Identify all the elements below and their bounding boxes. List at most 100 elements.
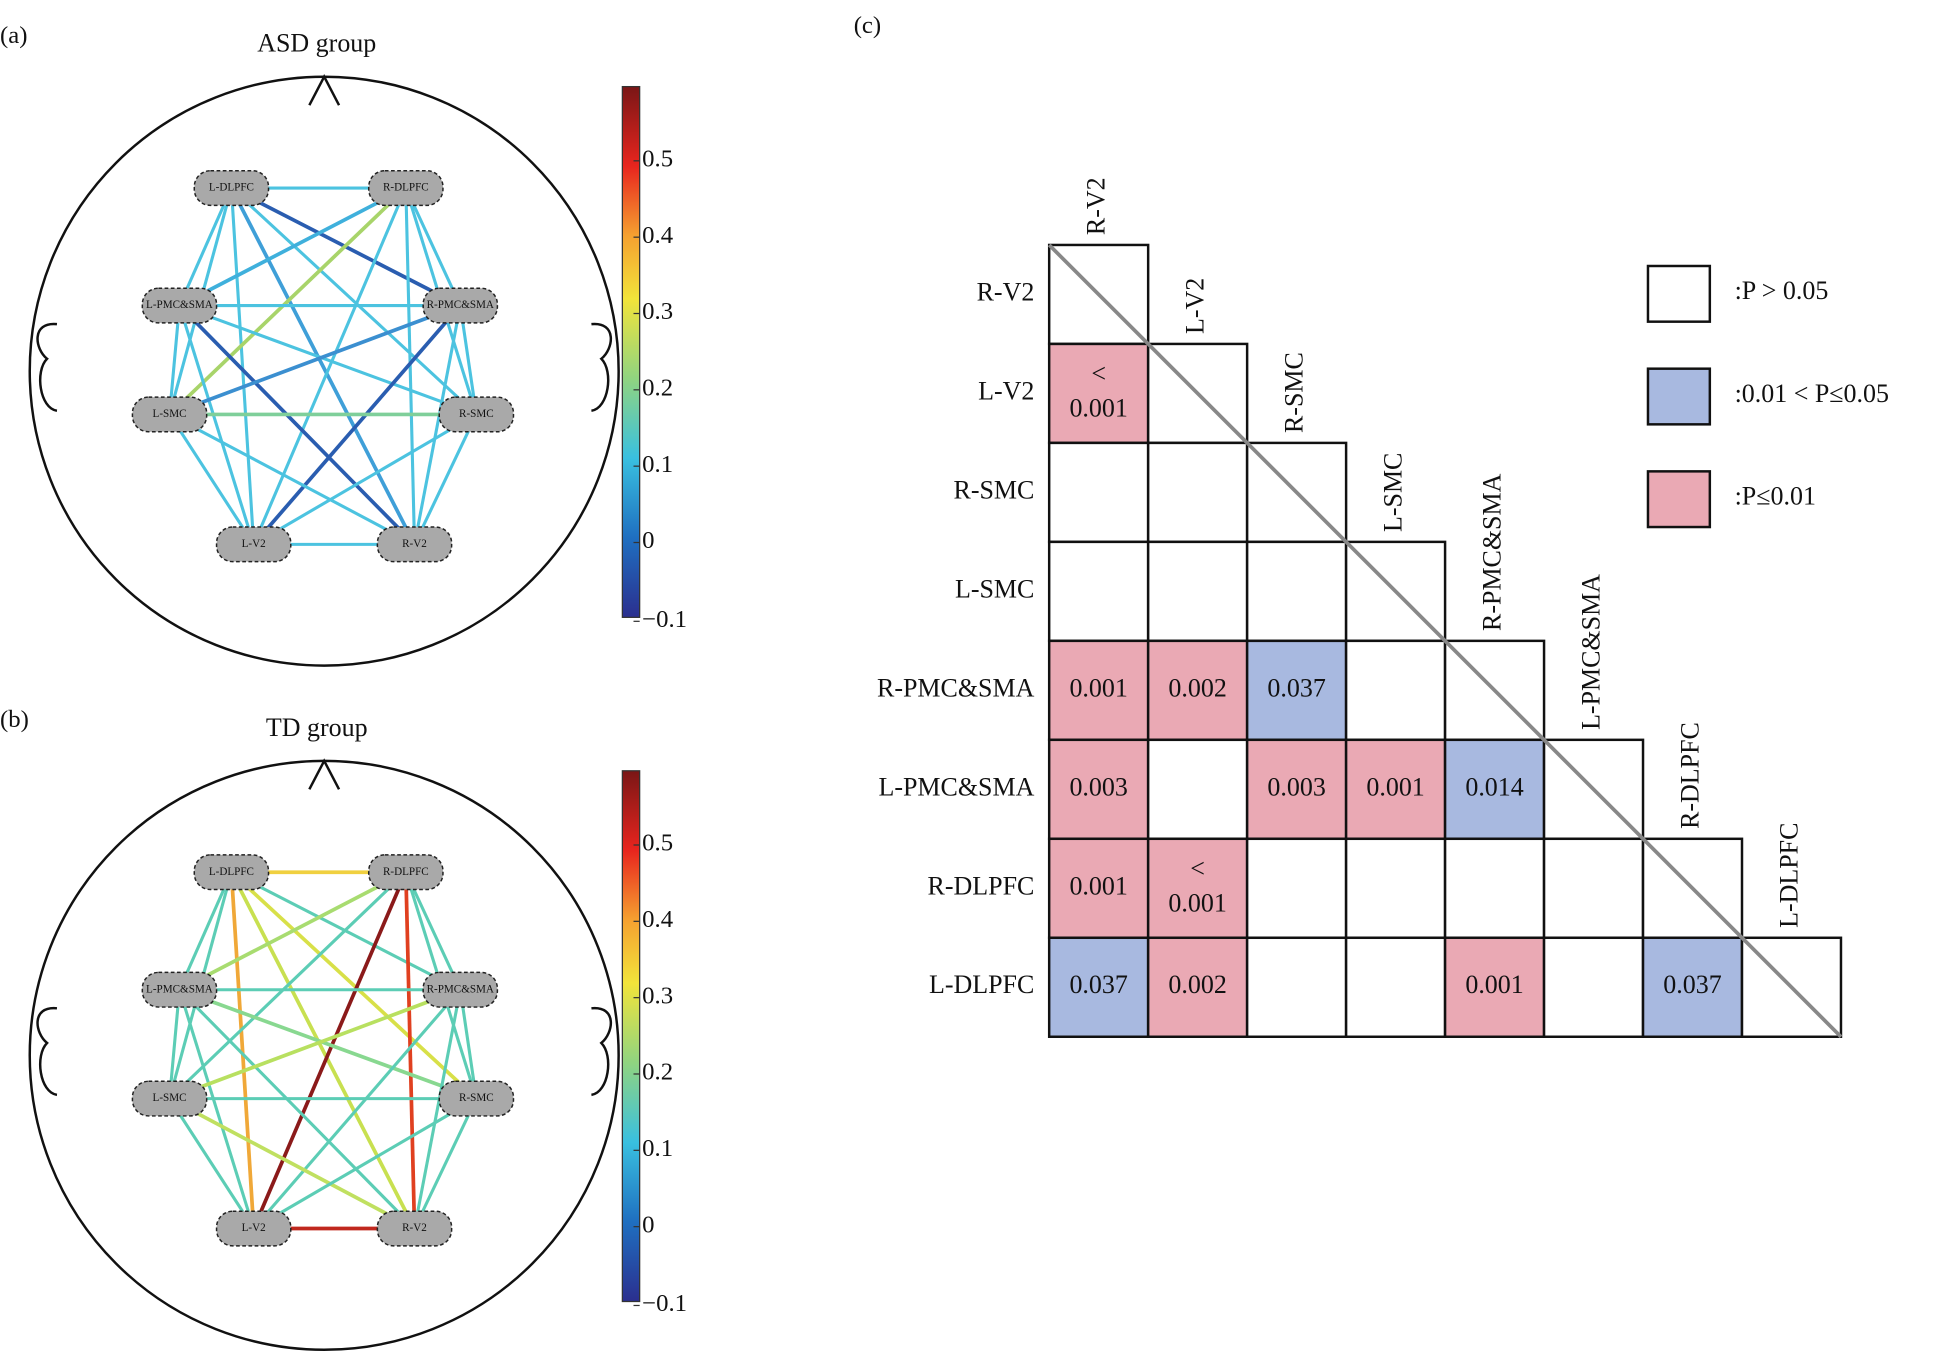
colorbar xyxy=(621,85,641,618)
node xyxy=(438,1080,515,1117)
connection xyxy=(229,187,256,545)
connection xyxy=(413,1097,478,1230)
connection xyxy=(178,187,233,307)
connection xyxy=(229,872,256,1229)
cell xyxy=(1344,936,1447,1038)
node xyxy=(215,1210,292,1247)
colorbar xyxy=(621,770,641,1303)
cell xyxy=(1245,738,1348,841)
cell-value: 0.001 xyxy=(1168,889,1226,918)
node-label: L-SMC xyxy=(153,408,187,420)
connection xyxy=(404,871,462,991)
cell-value: 0.002 xyxy=(1168,970,1226,999)
row-label: L-SMC xyxy=(955,574,1034,603)
node-label: R-DLPFC xyxy=(383,182,429,194)
column-label: R-PMC&SMA xyxy=(1478,473,1507,631)
cell-value: 0.001 xyxy=(1366,772,1424,801)
column-label: R-V2 xyxy=(1082,177,1111,235)
colorbar-tick-label: 0 xyxy=(642,527,654,554)
colorbar-tick-label: 0.1 xyxy=(642,1135,673,1162)
node-label: L-PMC&SMA xyxy=(146,983,213,995)
legend-label: :P > 0.05 xyxy=(1735,276,1829,305)
row-label: R-DLPFC xyxy=(928,871,1035,900)
row-label: R-SMC xyxy=(954,475,1035,504)
cell-value: 0.001 xyxy=(1069,871,1127,900)
cell xyxy=(1146,441,1249,544)
connection xyxy=(177,989,256,1229)
node xyxy=(422,971,499,1008)
cell-value: 0.037 xyxy=(1267,673,1325,702)
cell xyxy=(1146,540,1249,643)
panel-label: (a) xyxy=(0,22,27,49)
connection xyxy=(177,305,256,545)
cell-value: 0.001 xyxy=(1465,970,1523,999)
connection xyxy=(458,305,478,415)
connection xyxy=(252,413,478,546)
connection xyxy=(252,988,462,1230)
cell xyxy=(1047,837,1150,940)
node-label: L-V2 xyxy=(242,538,266,550)
connection xyxy=(168,988,461,1101)
cell xyxy=(1245,936,1348,1038)
colorbar-tick-label: 0.1 xyxy=(642,451,673,478)
cell xyxy=(1146,936,1249,1038)
colorbar-tick-label: 0.3 xyxy=(642,298,673,325)
right-ear xyxy=(591,322,613,412)
connection xyxy=(168,303,461,417)
cell-value: 0.001 xyxy=(1069,394,1127,423)
cell xyxy=(1245,837,1348,940)
colorbar-tick-label: 0.5 xyxy=(642,146,673,173)
row-label: L-PMC&SMA xyxy=(878,772,1034,801)
node xyxy=(367,169,444,207)
node xyxy=(141,971,218,1008)
panel-label: (c) xyxy=(854,12,881,39)
connection xyxy=(413,413,478,546)
connection xyxy=(252,1097,478,1230)
connection xyxy=(168,871,407,1100)
connection xyxy=(403,872,417,1229)
head xyxy=(28,74,620,667)
node-label: R-DLPFC xyxy=(383,866,429,878)
colorbar-tick-label: 0.4 xyxy=(642,906,673,933)
connection xyxy=(229,871,417,1230)
connection xyxy=(230,186,478,416)
cell xyxy=(1443,837,1546,940)
head xyxy=(28,758,620,1351)
node-label: L-PMC&SMA xyxy=(146,299,213,311)
colorbar-tick-label: 0 xyxy=(642,1211,654,1238)
legend-swatch xyxy=(1646,264,1712,323)
column-label: R-DLPFC xyxy=(1675,722,1704,829)
colorbar-tick-label: 0.2 xyxy=(642,375,673,402)
connection xyxy=(404,187,462,307)
cell xyxy=(1344,837,1447,940)
node xyxy=(422,287,499,324)
panel-title: TD group xyxy=(266,713,368,742)
node xyxy=(215,526,292,563)
node-label: L-V2 xyxy=(242,1222,266,1234)
colorbar-tick-label: 0.3 xyxy=(642,982,673,1009)
node-label: R-V2 xyxy=(402,1222,427,1234)
cell xyxy=(1047,441,1150,544)
cell-value: 0.014 xyxy=(1465,772,1523,801)
cell-value: < xyxy=(1190,854,1205,883)
panel-label: (b) xyxy=(0,706,29,733)
node xyxy=(141,287,218,324)
cell-value: 0.037 xyxy=(1663,970,1721,999)
node xyxy=(438,396,515,433)
row-label: L-V2 xyxy=(978,376,1034,405)
connection xyxy=(178,988,478,1101)
connection xyxy=(168,413,416,546)
cell xyxy=(1146,837,1249,940)
node-label: L-DLPFC xyxy=(209,866,254,878)
node-label: R-SMC xyxy=(459,408,494,420)
node-label: L-SMC xyxy=(153,1092,187,1104)
cell xyxy=(1443,936,1546,1038)
node xyxy=(193,169,270,207)
nose xyxy=(308,74,341,106)
row-label: R-PMC&SMA xyxy=(877,673,1035,702)
connection xyxy=(412,305,462,545)
cell xyxy=(1047,639,1150,742)
legend-label: :P≤0.01 xyxy=(1735,482,1816,511)
cell xyxy=(1047,540,1150,643)
right-ear xyxy=(591,1007,613,1097)
